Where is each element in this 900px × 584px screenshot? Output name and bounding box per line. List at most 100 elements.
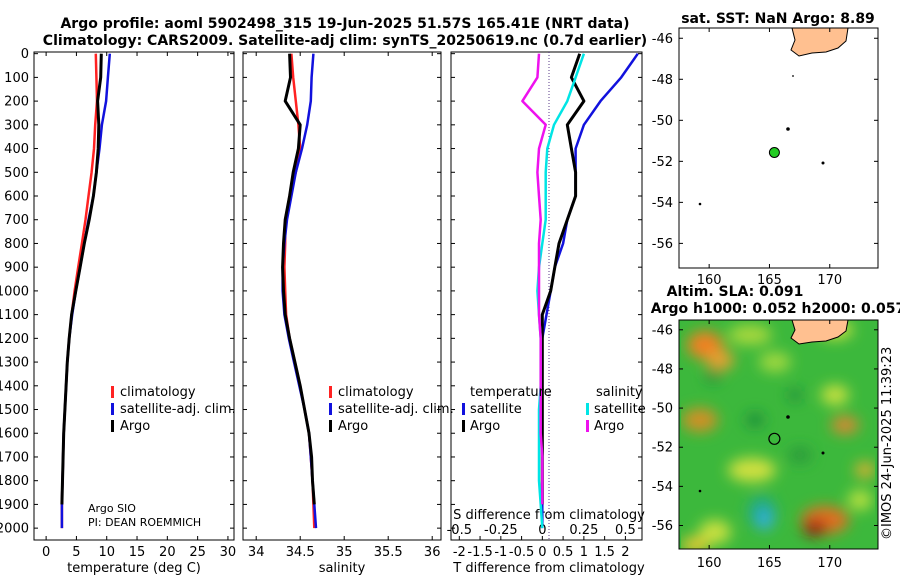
legend-argo: Argo [338,419,368,434]
lon-tick-label: 165 [757,556,782,571]
series-climatology [60,53,99,529]
depth-tick-label: 1200 [0,332,29,347]
temperature-series [60,53,112,529]
x-tick-label: 36 [424,545,441,560]
series-argo [281,53,316,505]
lat-tick-label: -52 [652,155,673,170]
lat-tick-label: -50 [652,114,673,129]
depth-axis: 0 100 200 300 400 500 600 700 800 900 1000 1100 1200… [0,47,642,537]
x-tick-label: -1.5 [467,545,492,560]
imos-watermark: ©IMOS 24-Jun-2025 11:39:23 [880,347,895,540]
depth-tick-label: 1900 [0,498,29,513]
salinity-x-label: salinity [319,561,366,576]
lat-tick-label: -48 [652,73,673,88]
x-tick-label: 34.5 [286,545,315,560]
x-tick-label: 34 [248,545,265,560]
legend-salinity-title: salinity [596,385,643,400]
lon-tick-label: 160 [697,556,722,571]
legend-swatch-argo [111,420,114,432]
series-salinity-satellite [536,53,586,529]
legend-swatch-satellite [329,403,332,415]
island [821,451,825,455]
legend-t-satellite: satellite [470,402,522,417]
land-mass [790,320,849,345]
x-tick-label: 0 [538,545,546,560]
depth-tick-label: 200 [4,95,29,110]
legend-swatch-climatology [111,386,114,398]
lat-tick-label: -52 [652,441,673,456]
series-temperature-argo [540,53,586,505]
x-tick-label: -0.5 [509,545,534,560]
lat-tick-label: -56 [652,237,673,252]
depth-tick-label: 800 [4,237,29,252]
depth-tick-label: 1800 [0,474,29,489]
x-tick-label: 0.5 [553,545,574,560]
legend-swatch-t-satellite [462,403,465,415]
x-tick-label: 1 [580,545,588,560]
lon-tick-label: 170 [817,273,842,288]
s-tick-label: -0.25 [484,523,518,538]
x-tick-label: 30 [220,545,237,560]
island [786,415,790,419]
legend-swatch-climatology [329,386,332,398]
island [786,127,790,131]
s-tick-label: 0 [538,523,546,538]
depth-tick-label: 1500 [0,403,29,418]
depth-tick-label: 500 [4,166,29,181]
series-argo [60,53,103,505]
legend-s-satellite: satellite [594,402,646,417]
land-mass [790,28,849,57]
depth-tick-label: 1600 [0,427,29,442]
sst-map-area [679,28,878,268]
depth-tick-label: 1400 [0,379,29,394]
island [698,202,702,206]
lat-tick-label: -50 [652,402,673,417]
difference-s-label: S difference from climatology [453,508,645,523]
figure-title-line2: Climatology: CARS2009. Satellite-adj cli… [43,33,647,49]
legend-temperature-title: temperature [470,385,552,400]
series-salinity-argo [521,53,547,505]
depth-tick-label: 1100 [0,308,29,323]
lon-tick-label: 160 [697,273,722,288]
legend-argo: Argo [120,419,150,434]
island [792,75,794,77]
depth-tick-label: 300 [4,118,29,133]
depth-tick-label: 700 [4,213,29,228]
sst-map-title: sat. SST: NaN Argo: 8.89 [681,11,875,27]
sla-map-title: Altim. SLA: 0.091 [667,284,804,300]
legend-climatology: climatology [338,385,414,400]
x-tick-label: -1 [494,545,507,560]
depth-tick-label: 0 [21,47,29,62]
temperature-panel-frame [33,51,235,541]
island [698,489,702,493]
legend-swatch-s-argo [586,420,589,432]
legend-climatology: climatology [120,385,196,400]
s-tick-label: 0.5 [615,523,636,538]
lat-tick-label: -46 [652,323,673,338]
x-tick-label: 2 [621,545,629,560]
difference-x-label: T difference from climatology [452,561,645,576]
lat-tick-label: -56 [652,519,673,534]
lon-tick-label: 165 [757,273,782,288]
legend-t-argo: Argo [470,419,500,434]
x-tick-label: 10 [98,545,115,560]
temperature-x-axis: 0 5 10 15 20 25 30 [42,52,236,560]
lat-tick-label: -54 [652,196,673,211]
depth-tick-label: 400 [4,142,29,157]
difference-legend: temperature salinity satellite Argo sate… [462,385,646,434]
series-temperature-satellite [541,52,639,529]
sst-map-frame [678,27,879,269]
legend-swatch-s-satellite [586,403,589,415]
x-tick-label: 25 [189,545,206,560]
x-tick-label: 20 [159,545,176,560]
x-tick-label: 35.5 [374,545,403,560]
salinity-panel-frame [242,51,442,541]
depth-tick-label: 100 [4,71,29,86]
difference-panel-frame [450,51,643,541]
s-tick-label: -0.5 [447,523,472,538]
legend-swatch-satellite [111,403,114,415]
sla-map-frame [678,319,879,550]
depth-tick-label: 1300 [0,356,29,371]
temperature-legend: climatology satellite-adj. clim. Argo [111,385,236,434]
x-tick-label: 5 [72,545,80,560]
